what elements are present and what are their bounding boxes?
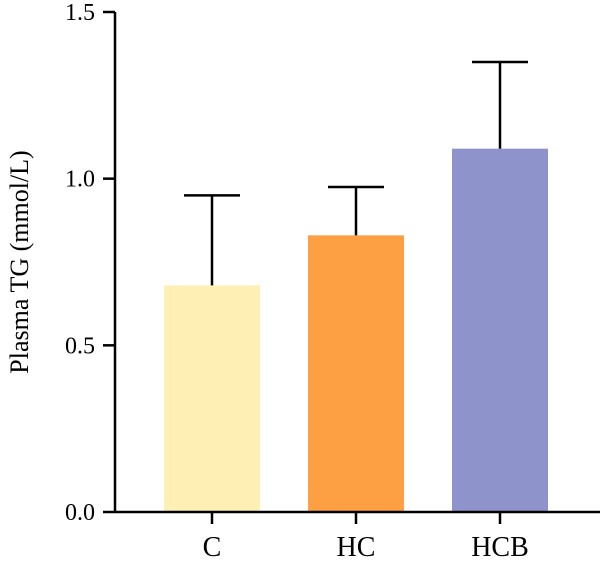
x-tick-label: C [203, 532, 222, 563]
x-tick-label: HC [337, 532, 376, 563]
y-tick-label: 1.5 [65, 0, 95, 26]
bar-hcb [452, 148, 548, 512]
bar-c [164, 285, 260, 512]
y-tick-label: 1.0 [65, 167, 95, 193]
bar-hc [308, 235, 404, 513]
y-axis-label: Plasma TG (mmol/L) [5, 150, 34, 373]
x-tick-label: HCB [471, 532, 529, 563]
y-tick-label: 0.5 [65, 333, 95, 359]
y-tick-label: 0.0 [65, 500, 95, 526]
